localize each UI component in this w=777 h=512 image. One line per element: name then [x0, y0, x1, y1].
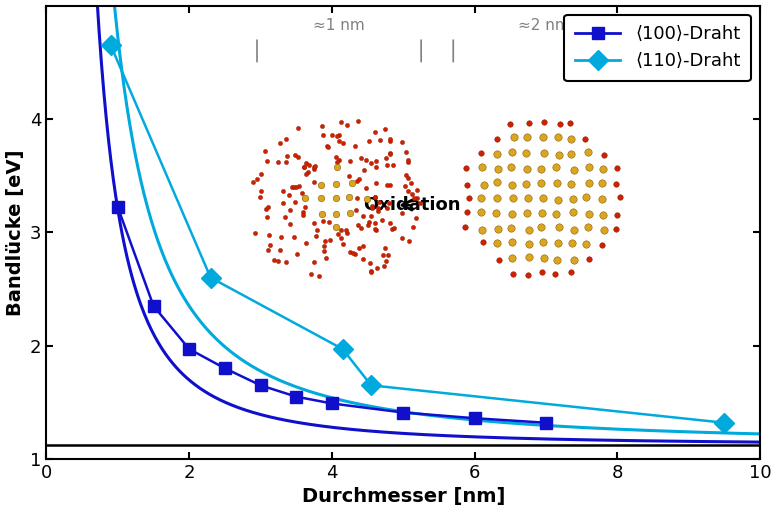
- Y-axis label: Bandlücke [eV]: Bandlücke [eV]: [5, 149, 25, 315]
- Text: ≈2 nm: ≈2 nm: [518, 18, 570, 33]
- X-axis label: Durchmesser [nm]: Durchmesser [nm]: [301, 487, 505, 506]
- Legend: ⟨100⟩-Draht, ⟨110⟩-Draht: ⟨100⟩-Draht, ⟨110⟩-Draht: [564, 14, 751, 81]
- Text: Oxidation: Oxidation: [363, 196, 461, 214]
- Text: ≈1 nm: ≈1 nm: [313, 18, 365, 33]
